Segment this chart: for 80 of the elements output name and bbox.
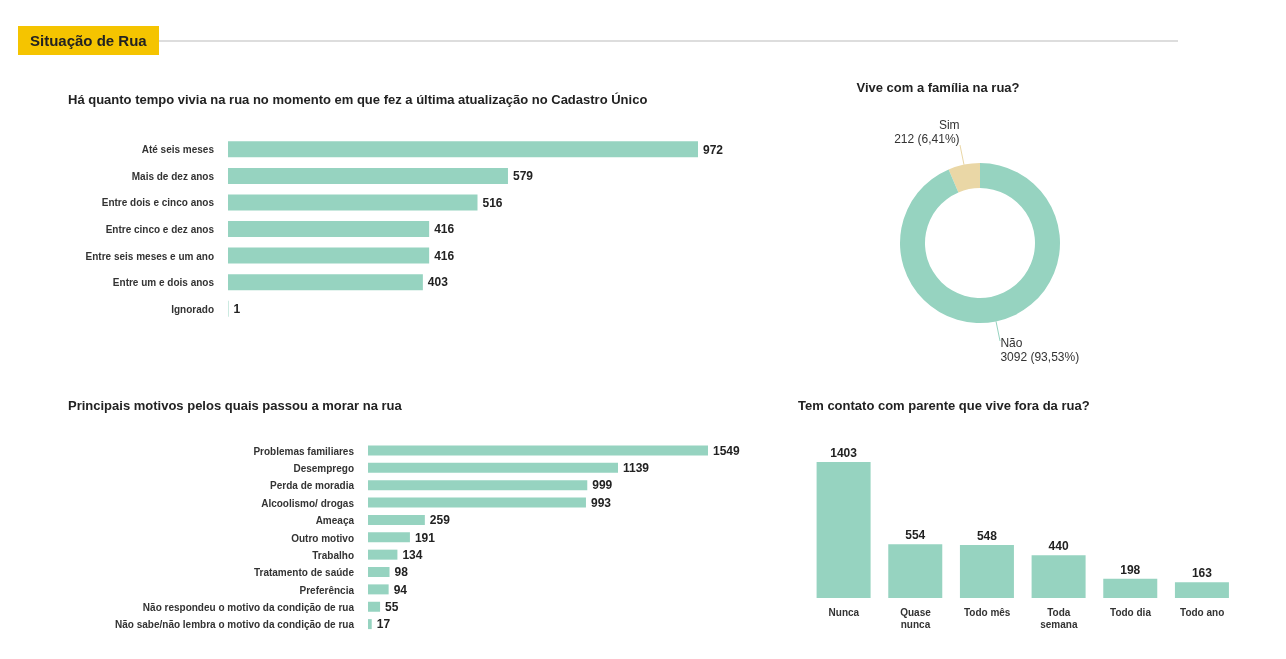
bar xyxy=(816,462,871,598)
data-label: 1403 xyxy=(830,446,858,460)
data-label: 548 xyxy=(976,528,998,543)
y-tick-label: Tratamento de saúde xyxy=(253,567,355,579)
y-tick-label: Entre dois e cinco anos xyxy=(101,197,215,209)
data-label: 134 xyxy=(402,547,423,562)
y-tick-label: Entre um e dois anos xyxy=(112,277,215,289)
data-label: 259 xyxy=(429,513,451,528)
bar xyxy=(228,247,430,264)
y-tick-label: Desemprego xyxy=(293,463,354,475)
bar xyxy=(368,497,586,508)
y-tick-label: Trabalho xyxy=(312,549,354,561)
y-tick-label: Ameaça xyxy=(315,515,355,527)
x-tick-label: Nunca xyxy=(828,607,860,618)
bar xyxy=(1031,555,1086,598)
data-label: 416 xyxy=(434,222,455,237)
bar xyxy=(228,194,478,211)
y-tick-label: Não respondeu o motivo da condição de rua xyxy=(142,601,355,613)
bar xyxy=(228,221,430,238)
text: Principais motivos pelos quais passou a morar na rua xyxy=(68,398,403,415)
data-label: 17 xyxy=(376,617,391,632)
bar xyxy=(228,274,423,291)
bar xyxy=(888,544,943,598)
y-tick-label: Ignorado xyxy=(171,303,214,315)
bar xyxy=(368,462,619,473)
bar xyxy=(1103,578,1158,598)
bar xyxy=(368,601,381,612)
data-label: 416 xyxy=(434,248,455,263)
data-label: 554 xyxy=(905,528,926,543)
bar xyxy=(959,544,1014,598)
bar xyxy=(368,567,390,578)
data-label: 972 xyxy=(703,142,724,157)
data-label: 403 xyxy=(427,275,449,290)
bar xyxy=(368,480,588,491)
x-tick-label: Quase nunca xyxy=(900,607,932,630)
data-label: 212 (6,41%) xyxy=(894,132,960,147)
bar xyxy=(368,532,410,543)
data-label: 440 xyxy=(1048,539,1069,554)
bar xyxy=(368,584,389,595)
chart-title: Vive com a família na rua? xyxy=(855,80,1021,97)
data-label: 163 xyxy=(1191,566,1213,581)
y-tick-label: Outro motivo xyxy=(291,532,354,544)
y-tick-label: Problemas familiares xyxy=(253,445,355,457)
data-label: 191 xyxy=(414,530,436,545)
data-label: 999 xyxy=(592,478,613,493)
data-label: 3092 (93,53%) xyxy=(1000,349,1080,364)
x-tick-label: Todo dia xyxy=(1110,607,1152,618)
data-label: 98 xyxy=(394,565,409,580)
bar xyxy=(368,514,425,525)
x-tick-label: Todo ano xyxy=(1180,607,1225,618)
bar xyxy=(368,549,398,560)
y-tick-label: Alcoolismo/ drogas xyxy=(261,497,355,509)
x-tick-label: Todo mês xyxy=(963,607,1011,618)
data-label: 94 xyxy=(393,582,408,597)
data-label: 1139 xyxy=(623,461,650,476)
slice-label: Sim xyxy=(938,118,960,133)
chart-title: Há quanto tempo vivia na rua no momento em que fez a última atualização no Cadastro Único xyxy=(68,92,649,109)
data-label: 993 xyxy=(590,495,612,510)
y-tick-label: Mais de dez anos xyxy=(131,170,215,182)
bar xyxy=(228,167,508,184)
bar xyxy=(1174,582,1229,598)
x-tick-label: Toda semana xyxy=(1040,607,1078,630)
text: Situação de Rua xyxy=(18,26,159,55)
bar xyxy=(228,141,698,158)
y-tick-label: Não sabe/não lembra o motivo da condição de rua xyxy=(115,619,355,631)
data-label: 198 xyxy=(1120,562,1141,577)
chart-title: Tem contato com parente que vive fora da rua? xyxy=(798,398,1091,415)
y-tick-label: Até seis meses xyxy=(141,144,215,156)
slice-label: Não xyxy=(1000,335,1023,350)
y-tick-label: Entre cinco e dez anos xyxy=(105,224,215,235)
y-tick-label: Preferência xyxy=(299,584,355,596)
data-label: 579 xyxy=(512,169,534,184)
bar xyxy=(368,619,372,630)
y-tick-label: Perda de moradia xyxy=(270,480,355,492)
data-label: 1 xyxy=(233,302,241,316)
data-label: 516 xyxy=(482,195,503,210)
y-tick-label: Entre seis meses e um ano xyxy=(85,250,214,262)
data-label: 1549 xyxy=(713,443,741,458)
bar xyxy=(368,445,708,456)
data-label: 55 xyxy=(385,600,399,615)
